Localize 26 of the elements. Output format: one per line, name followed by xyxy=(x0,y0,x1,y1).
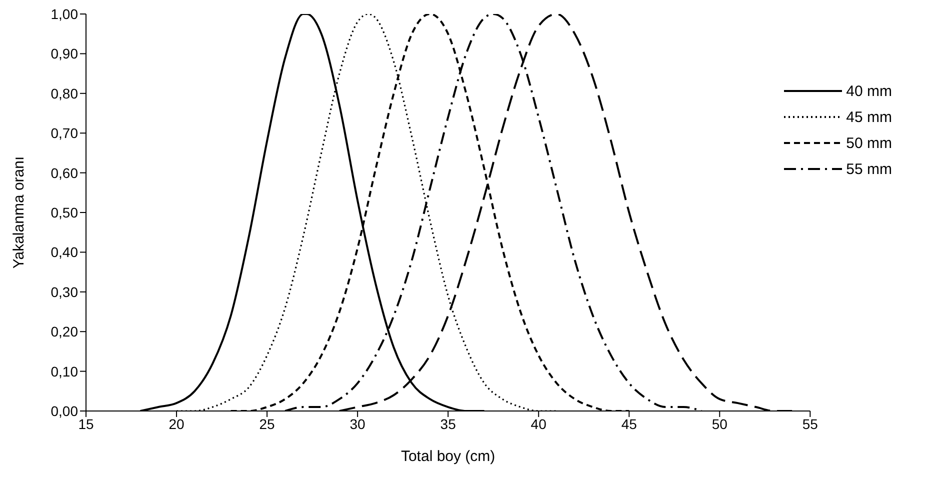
x-tick-label: 25 xyxy=(259,416,276,432)
y-tick-label: 0,20 xyxy=(50,324,78,340)
y-tick-label: 0,10 xyxy=(50,363,78,380)
y-tick-label: 0,70 xyxy=(50,125,78,142)
x-tick-label: 30 xyxy=(350,416,366,432)
x-tick-label: 15 xyxy=(78,416,94,432)
x-tick-label: 40 xyxy=(530,416,547,432)
y-tick-label: 0,00 xyxy=(50,402,78,419)
y-tick-label: 0,50 xyxy=(50,204,78,220)
x-tick-label: 45 xyxy=(621,416,638,432)
legend-label: 55 mm xyxy=(846,160,892,178)
y-tick-label: 0,80 xyxy=(50,85,78,102)
x-tick-label: 20 xyxy=(168,416,185,432)
x-tick-label: 50 xyxy=(712,416,728,432)
y-tick-label: 0,30 xyxy=(50,284,78,300)
y-tick-label: 1,00 xyxy=(50,6,78,22)
legend-label: 45 mm xyxy=(846,108,892,126)
y-tick-label: 0,40 xyxy=(50,244,78,260)
x-axis-title: Total boy (cm) xyxy=(400,448,496,465)
x-tick-label: 35 xyxy=(440,416,456,432)
y-tick-label: 0,90 xyxy=(50,46,78,62)
y-axis-title: Yakalanma oranı xyxy=(10,156,28,269)
x-tick-label: 55 xyxy=(802,416,818,432)
y-tick-label: 0,60 xyxy=(50,164,78,181)
legend-label: 50 mm xyxy=(846,134,892,152)
legend-label: 40 mm xyxy=(846,82,892,100)
